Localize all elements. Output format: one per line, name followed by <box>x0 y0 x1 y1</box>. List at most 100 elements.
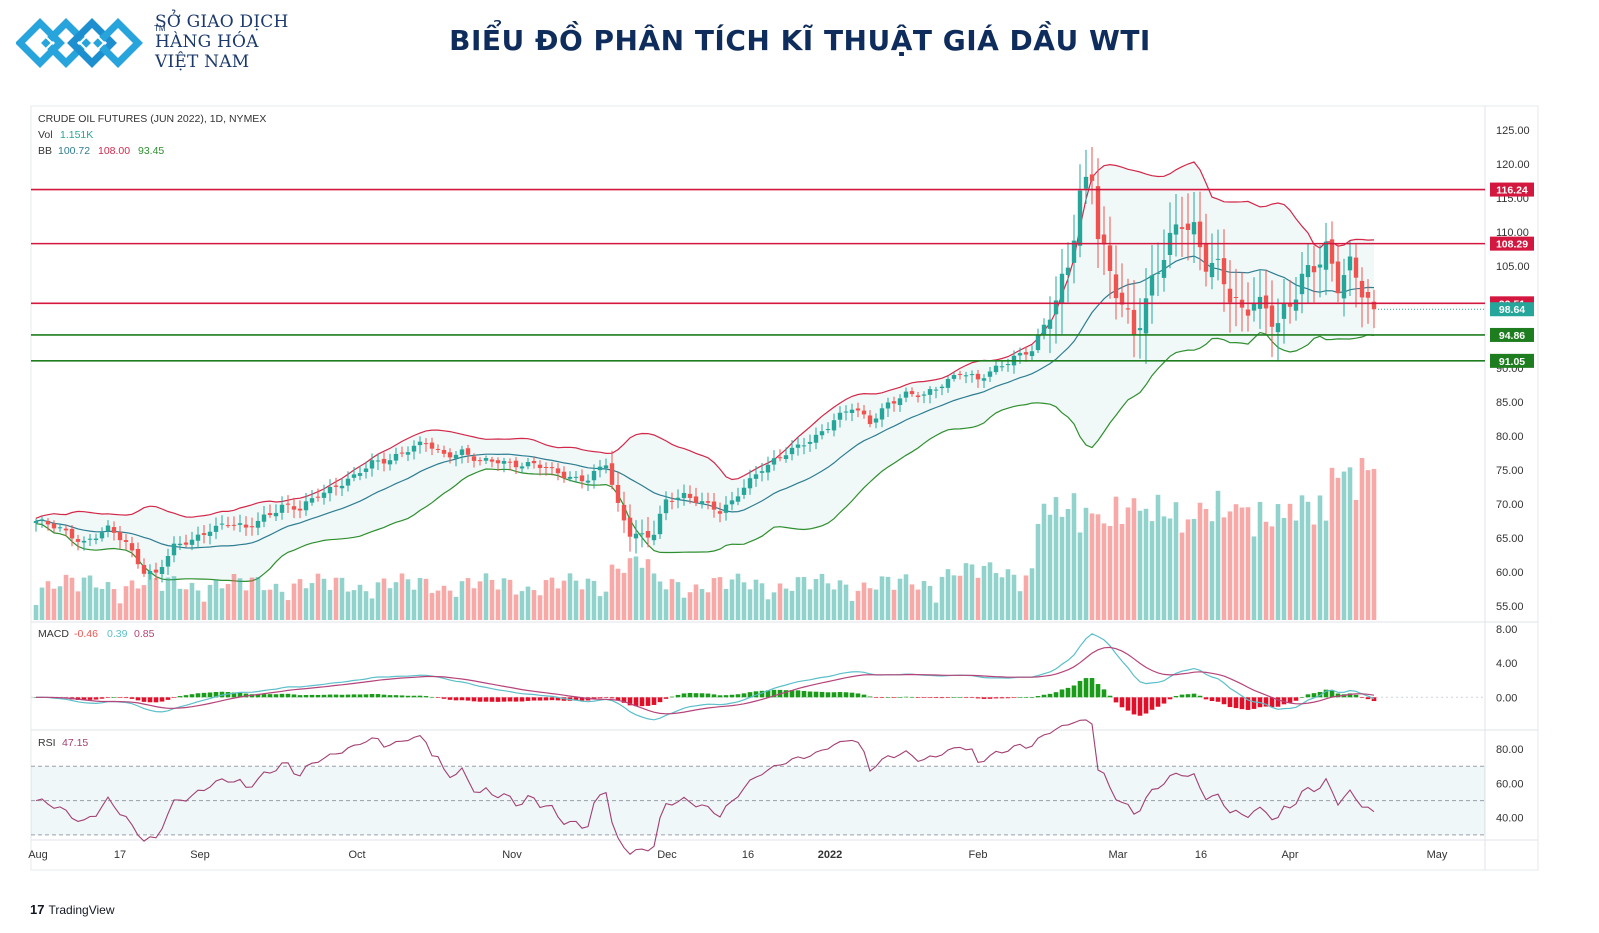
macd-histogram-bar <box>405 695 411 698</box>
volume-bar <box>1197 502 1203 620</box>
candle-body <box>849 409 855 414</box>
volume-bar <box>663 589 669 620</box>
volume-bar <box>669 579 675 620</box>
macd-histogram-bar <box>1119 697 1125 708</box>
candle-body <box>1341 275 1347 299</box>
volume-bar <box>1143 508 1149 620</box>
volume-bar <box>1065 508 1071 620</box>
volume-bar <box>153 577 159 620</box>
volume-bar <box>183 589 189 620</box>
volume-bar <box>417 577 423 620</box>
volume-bar <box>531 590 537 620</box>
volume-bar <box>1173 502 1179 620</box>
macd-histogram-bar <box>543 697 549 701</box>
candle-body <box>1089 174 1095 181</box>
price-tick-label: 70.00 <box>1496 499 1524 511</box>
volume-bar <box>933 602 939 620</box>
macd-histogram-bar <box>1161 697 1167 704</box>
volume-bar <box>1305 501 1311 620</box>
candle-body <box>525 462 531 467</box>
volume-bar <box>291 583 297 620</box>
volume-bar <box>1017 591 1023 620</box>
macd-histogram-bar <box>729 694 735 698</box>
macd-histogram-bar <box>1011 697 1017 698</box>
macd-histogram-bar <box>1167 697 1173 700</box>
macd-histogram-bar <box>867 696 873 698</box>
candle-body <box>249 526 255 528</box>
macd-histogram-bar <box>1359 697 1365 698</box>
volume-bar <box>1035 523 1041 620</box>
candle-body <box>321 492 327 498</box>
macd-histogram-bar <box>1041 694 1047 698</box>
candle-body <box>105 525 111 532</box>
volume-bar <box>165 577 171 620</box>
candle-body <box>1053 300 1059 315</box>
volume-bar <box>981 565 987 620</box>
candle-body <box>303 501 309 511</box>
volume-bar <box>477 581 483 620</box>
volume-bar <box>1239 507 1245 620</box>
candle-body <box>603 465 609 469</box>
macd-histogram-bar <box>207 692 213 698</box>
candle-body <box>171 543 177 556</box>
macd-histogram-bar <box>369 693 375 698</box>
macd-histogram-bar <box>1101 689 1107 698</box>
candle-body <box>891 401 897 404</box>
candle-body <box>633 533 639 539</box>
volume-bar <box>681 597 687 620</box>
candle-body <box>1299 273 1305 295</box>
level-tag-108.29 <box>1490 236 1534 251</box>
candle-body <box>939 386 945 389</box>
candle-body <box>1149 275 1155 296</box>
macd-histogram-bar <box>621 697 627 703</box>
macd-histogram-bar <box>1287 697 1293 703</box>
volume-bar <box>399 573 405 620</box>
volume-bar <box>879 576 885 620</box>
candle-body <box>1071 240 1077 263</box>
macd-histogram-bar <box>1185 694 1191 698</box>
candle-body <box>573 476 579 478</box>
volume-bar <box>1125 507 1131 620</box>
volume-bar <box>747 589 753 620</box>
volume-bar <box>1371 468 1377 620</box>
macd-histogram-bar <box>1143 697 1149 714</box>
macd-histogram-bar <box>627 697 633 706</box>
macd-histogram-bar <box>129 697 135 699</box>
candle-body <box>1095 186 1101 240</box>
candle-body <box>1347 256 1353 271</box>
candle-body <box>1329 239 1335 264</box>
macd-histogram-bar <box>99 697 105 699</box>
candle-body <box>933 389 939 391</box>
volume-bar <box>351 590 357 620</box>
candle-body <box>1335 261 1341 294</box>
macd-histogram-bar <box>891 697 897 698</box>
time-tick-label: 16 <box>1195 849 1207 861</box>
candle-body <box>501 460 507 464</box>
logo-line-2: HÀNG HÓA <box>155 32 259 52</box>
time-tick-label: Aug <box>28 849 48 861</box>
volume-bar <box>939 576 945 620</box>
candle-body <box>165 556 171 567</box>
volume-bar <box>81 577 87 620</box>
candle-body <box>1143 298 1149 334</box>
candle-body <box>57 527 63 529</box>
macd-histogram-bar <box>1197 695 1203 698</box>
candle-body <box>177 543 183 546</box>
volume-bar <box>927 585 933 620</box>
candle-body <box>945 378 951 388</box>
candle-body <box>651 534 657 541</box>
candle-body <box>879 408 885 420</box>
macd-histogram-bar <box>1077 680 1083 698</box>
volume-bar <box>825 583 831 620</box>
candle-body <box>771 458 777 465</box>
candle-body <box>555 468 561 474</box>
candle-body <box>729 500 735 505</box>
macd-histogram-bar <box>1263 697 1269 707</box>
volume-bar <box>765 599 771 620</box>
macd-histogram-bar <box>255 694 261 698</box>
macd-histogram-bar <box>1347 693 1353 698</box>
macd-histogram-bar <box>315 694 321 698</box>
macd-histogram-bar <box>357 694 363 698</box>
price-tick-label: 85.00 <box>1496 397 1524 409</box>
macd-histogram-bar <box>1281 697 1287 705</box>
